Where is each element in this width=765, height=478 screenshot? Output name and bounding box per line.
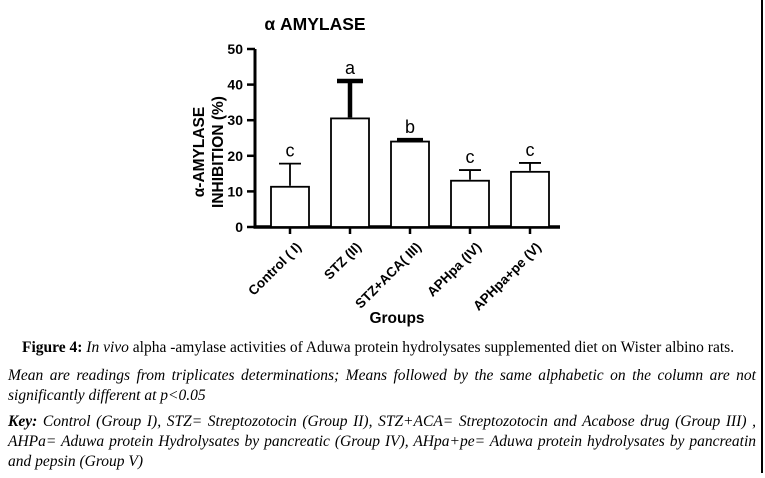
bar-chart: α AMYLASE α-AMYLASE INHIBITION (%) 0 10 20… bbox=[191, 14, 560, 327]
y-tick-label: 40 bbox=[227, 77, 243, 93]
y-tick-label: 0 bbox=[235, 219, 243, 235]
y-tick-label: 10 bbox=[227, 183, 243, 199]
key-text: Control (Group I), STZ= Streptozotocin (… bbox=[8, 413, 756, 470]
sig-letter: c bbox=[466, 147, 475, 167]
x-tick-label: STZ (II) bbox=[321, 240, 364, 283]
figure-title-rest: alpha -amylase activities of Aduwa prote… bbox=[128, 339, 735, 356]
y-tick-label: 30 bbox=[227, 112, 243, 128]
sig-letter: b bbox=[405, 117, 415, 137]
x-tick-label: Control ( I) bbox=[245, 240, 304, 299]
figure-label: Figure 4: bbox=[22, 339, 83, 356]
figure-title-invivo: In vivo bbox=[82, 339, 129, 356]
bar bbox=[330, 117, 370, 228]
chart-title: α AMYLASE bbox=[264, 14, 365, 34]
y-axis-label-line1: α-AMYLASE bbox=[191, 107, 208, 197]
page-edge-line bbox=[761, 0, 763, 473]
x-axis-label: Groups bbox=[369, 310, 424, 327]
bar bbox=[270, 185, 310, 228]
x-tick-label: APHpa (IV) bbox=[424, 240, 484, 300]
key-label: Key: bbox=[8, 413, 38, 430]
figure-caption: Figure 4: In vivo alpha -amylase activit… bbox=[8, 338, 756, 478]
figure-title-line: Figure 4: In vivo alpha -amylase activit… bbox=[22, 338, 756, 358]
caption-note: Mean are readings from triplicates deter… bbox=[8, 367, 756, 404]
y-tick-label: 20 bbox=[227, 148, 243, 164]
bar bbox=[450, 179, 490, 228]
sig-letter: a bbox=[345, 58, 356, 78]
y-tick-label: 50 bbox=[227, 41, 243, 57]
bar bbox=[390, 140, 430, 228]
y-axis-label-line2: INHIBITION (%) bbox=[210, 96, 227, 208]
sig-letter: c bbox=[526, 140, 535, 160]
caption-key: Key: Control (Group I), STZ= Streptozoto… bbox=[8, 412, 756, 472]
sig-letter: c bbox=[286, 141, 295, 161]
bar bbox=[510, 170, 550, 228]
